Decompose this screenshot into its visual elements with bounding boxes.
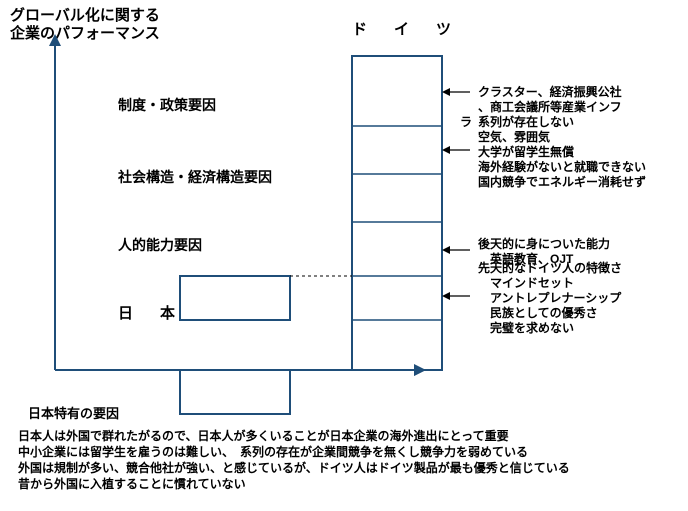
bar-japan <box>180 276 290 320</box>
annotation-line: 後天的に身についた能力 <box>478 236 610 251</box>
annotation-line: 海外経験がないと就職できない <box>478 159 646 174</box>
annotation-line: 民族としての優秀さ <box>478 305 598 320</box>
y-axis-title-line2: 企業のパフォーマンス <box>9 24 160 42</box>
bar-japan-below <box>180 370 290 414</box>
arrow-head <box>442 88 450 96</box>
factor-label: 社会構造・経済構造要因 <box>117 169 272 185</box>
bar-germany <box>352 56 442 370</box>
factor-label: 制度・政策要因 <box>118 97 216 113</box>
bottom-line: 外国は規制が多い、競合他社が強い、と感じているが、ドイツ人はドイツ製品が最も優秀… <box>18 460 570 475</box>
label-germany: ド イ ツ <box>352 21 457 38</box>
factor-label: 人的能力要因 <box>118 237 202 253</box>
annotation-line: クラスター、経済振興公社 <box>478 84 622 99</box>
arrow-head <box>442 292 450 300</box>
bottom-line: 日本人は外国で群れたがるので、日本人が多くいることが日本企業の海外進出にとって重… <box>18 428 509 443</box>
bottom-title: 日本特有の要因 <box>28 406 119 421</box>
annotation-line: 空気、雰囲気 <box>478 129 550 144</box>
annotation-line: 完璧を求めない <box>478 320 574 335</box>
arrow-head <box>442 146 450 154</box>
y-axis-title-line1: グローバル化に関する <box>10 6 160 24</box>
bottom-line: 中小企業には留学生を雇うのは難しい、 系列の存在が企業間競争を無くし競争力を弱め… <box>18 444 528 459</box>
chart-canvas: グローバル化に関する企業のパフォーマンス日 本 ド イ ツ制度・政策要因社会構造・… <box>0 0 688 511</box>
annotation-line: 大学が留学生無償 <box>478 144 575 159</box>
annotation-line: ラ <box>460 115 472 129</box>
annotation-line: 系列が存在しない <box>478 114 574 129</box>
bottom-line: 昔から外国に入植することに慣れていない <box>18 476 246 491</box>
label-japan: 日 本 <box>118 304 181 322</box>
annotation-line: 国内競争でエネルギー消耗せず <box>478 174 646 189</box>
arrow-head <box>442 246 450 254</box>
annotation-line: アントレプレナーシップ <box>478 290 622 305</box>
annotation-line: 、商工会議所等産業インフ <box>478 99 622 114</box>
annotation-line: 先天的なドイツ人の特徴さ <box>478 260 622 275</box>
annotation-line: マインドセット <box>478 276 574 290</box>
